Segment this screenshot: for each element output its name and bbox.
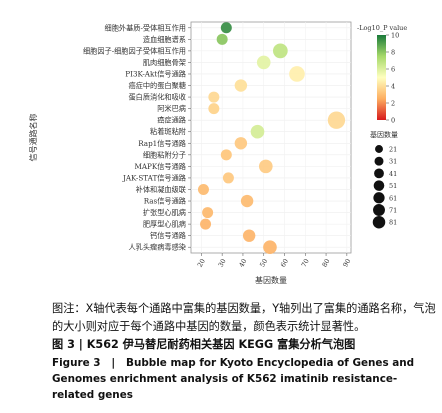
- figure-caption: 图注：X轴代表每个通路中富集的基因数量，Y轴列出了富集的通路名称，气泡的大小则对…: [52, 300, 437, 403]
- y-axis-title: 信号通路名称: [28, 114, 38, 162]
- y-tick-label: 细胞因子-细胞因子受体相互作用: [83, 46, 186, 55]
- size-legend-label: 51: [389, 182, 397, 190]
- caption-en-block: Figure 3 | Bubble map for Kyoto Encyclop…: [52, 355, 437, 403]
- colorbar-tick-label: 2: [391, 100, 395, 108]
- bubble: [327, 111, 346, 129]
- y-tick-label: 肥厚型心肌病: [143, 220, 186, 229]
- x-tick-label: 70: [300, 257, 311, 268]
- size-legend-bubble: [375, 145, 383, 153]
- bubble: [208, 91, 220, 103]
- bubble: [197, 183, 209, 195]
- x-tick-label: 60: [279, 257, 290, 268]
- colorbar-tick-label: 4: [391, 83, 395, 91]
- caption-en-title: Bubble map for Kyoto Encyclopedia of Gen…: [52, 357, 415, 401]
- y-tick-label: 钙信号通路: [150, 231, 186, 240]
- y-tick-label: 肌肉细胞骨架: [143, 58, 186, 67]
- y-tick-label: 细胞粘附分子: [143, 150, 186, 159]
- x-tick-label: 90: [341, 257, 352, 268]
- bubble: [256, 55, 271, 70]
- bubble: [222, 172, 234, 184]
- size-legend-bubble: [373, 204, 385, 216]
- bubble: [216, 33, 228, 45]
- y-tick-label: 扩张型心肌病: [143, 208, 186, 217]
- bubble: [250, 124, 265, 139]
- bubble: [263, 240, 277, 255]
- bubble: [220, 22, 232, 34]
- colorbar-legend: -Log10_P value 10 8 6 4 2 0: [357, 24, 407, 125]
- bubble: [202, 207, 214, 219]
- size-legend-label: 31: [389, 158, 397, 166]
- colorbar-gradient: [377, 35, 386, 120]
- size-legend-bubble: [374, 168, 384, 179]
- size-legend-bubble: [374, 156, 384, 166]
- y-tick-label: 细胞外基质-受体相互作用: [105, 23, 187, 32]
- bubble: [289, 66, 305, 82]
- size-legend-label: 81: [389, 219, 397, 227]
- x-tick-label: 50: [258, 257, 269, 268]
- caption-en-label: Figure 3: [52, 357, 101, 369]
- bubble: [234, 79, 248, 92]
- y-tick-label: PI3K-Akt信号通路: [125, 69, 186, 78]
- bubble: [258, 159, 273, 174]
- caption-cn-label: 图 3: [52, 338, 75, 351]
- y-tick-label: 造血细胞谱系: [143, 35, 186, 44]
- y-tick-label: 人乳头瘤病毒感染: [128, 243, 186, 252]
- x-tick-label: 40: [237, 257, 248, 268]
- y-tick-label: 粘着斑粘附: [150, 127, 186, 136]
- y-tick-label: JAK-STAT信号通路: [122, 173, 186, 182]
- y-tick-label: 癌症通路: [157, 116, 186, 125]
- bubble: [234, 137, 248, 150]
- plot-area: [190, 21, 352, 254]
- caption-note: 图注：X轴代表每个通路中富集的基因数量，Y轴列出了富集的通路名称，气泡的大小则对…: [52, 302, 436, 333]
- bubble: [273, 43, 288, 59]
- x-axis-ticks: 20 30 40 50 60 70 80 90: [196, 253, 352, 269]
- y-tick-label: 癌症中的蛋白聚糖: [128, 81, 186, 90]
- colorbar-tick-label: 10: [391, 32, 399, 40]
- size-legend-bubble: [373, 180, 385, 191]
- bubble: [200, 218, 212, 230]
- size-legend-label: 71: [389, 207, 397, 215]
- colorbar-tick-label: 8: [391, 49, 395, 57]
- caption-en-separator: |: [104, 357, 123, 369]
- y-tick-label: 补体和凝血级联: [136, 185, 186, 194]
- x-tick-label: 30: [217, 257, 228, 268]
- x-axis-title: 基因数量: [255, 275, 287, 285]
- bubble: [208, 103, 220, 115]
- size-legend: 基因数量 21 31 41 51 61 71 81: [370, 130, 398, 229]
- bubble: [220, 149, 232, 161]
- y-tick-label: 阿米巴病: [157, 104, 186, 113]
- colorbar-tick-label: 0: [391, 117, 395, 125]
- colorbar-tick-label: 6: [391, 66, 395, 74]
- size-legend-label: 61: [389, 194, 397, 202]
- kegg-bubble-chart: 细胞外基质-受体相互作用造血细胞谱系细胞因子-细胞因子受体相互作用肌肉细胞骨架 P…: [28, 21, 407, 285]
- bubbles: [197, 22, 346, 255]
- size-legend-label: 21: [389, 146, 397, 154]
- y-tick-label: MAPK信号通路: [134, 162, 186, 171]
- y-tick-label: Rap1信号通路: [138, 139, 186, 148]
- y-tick-label: Ras信号通路: [144, 197, 186, 206]
- x-tick-label: 20: [196, 257, 207, 268]
- x-tick-label: 80: [321, 257, 332, 268]
- bubble: [242, 229, 256, 242]
- bubble: [240, 194, 254, 208]
- caption-cn-title: K562 伊马替尼耐药相关基因 KEGG 富集分析气泡图: [86, 338, 356, 351]
- caption-separator: |: [78, 338, 87, 351]
- caption-cn-line: 图 3 | K562 伊马替尼耐药相关基因 KEGG 富集分析气泡图: [52, 336, 437, 354]
- colorbar-title: -Log10_P value: [357, 24, 407, 32]
- size-legend-label: 41: [389, 170, 397, 178]
- size-legend-title: 基因数量: [370, 130, 398, 139]
- size-legend-bubble: [373, 192, 385, 204]
- size-legend-bubble: [372, 215, 386, 229]
- y-tick-label: 蛋白质消化和吸收: [128, 93, 186, 102]
